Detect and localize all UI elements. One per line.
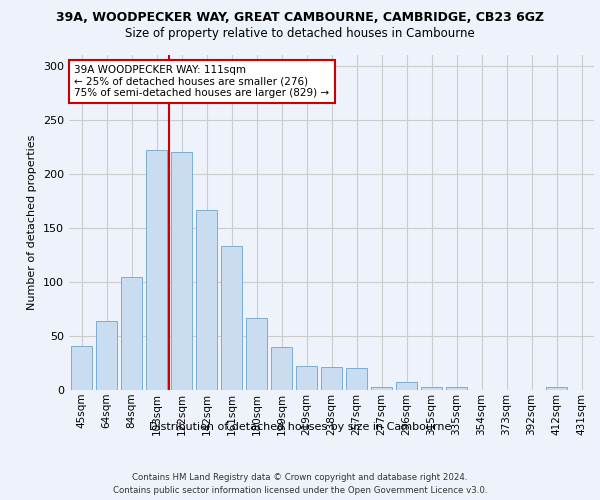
Bar: [121, 276, 142, 390]
Text: 39A WOODPECKER WAY: 111sqm
← 25% of detached houses are smaller (276)
75% of sem: 39A WOODPECKER WAY: 111sqm ← 25% of deta…: [74, 65, 329, 98]
Bar: [546, 387, 567, 390]
Text: Size of property relative to detached houses in Cambourne: Size of property relative to detached ho…: [125, 28, 475, 40]
Bar: [446, 387, 467, 390]
Bar: [246, 318, 267, 390]
Bar: [171, 152, 192, 390]
Y-axis label: Number of detached properties: Number of detached properties: [28, 135, 37, 310]
Bar: [196, 210, 217, 390]
Bar: [71, 346, 92, 390]
Bar: [96, 321, 117, 390]
Bar: [421, 387, 442, 390]
Text: Distribution of detached houses by size in Cambourne: Distribution of detached houses by size …: [149, 422, 451, 432]
Bar: [321, 368, 342, 390]
Bar: [346, 368, 367, 390]
Text: Contains HM Land Registry data © Crown copyright and database right 2024.
Contai: Contains HM Land Registry data © Crown c…: [113, 474, 487, 495]
Bar: [146, 150, 167, 390]
Bar: [396, 382, 417, 390]
Bar: [296, 366, 317, 390]
Bar: [271, 347, 292, 390]
Bar: [371, 387, 392, 390]
Bar: [221, 246, 242, 390]
Text: 39A, WOODPECKER WAY, GREAT CAMBOURNE, CAMBRIDGE, CB23 6GZ: 39A, WOODPECKER WAY, GREAT CAMBOURNE, CA…: [56, 11, 544, 24]
